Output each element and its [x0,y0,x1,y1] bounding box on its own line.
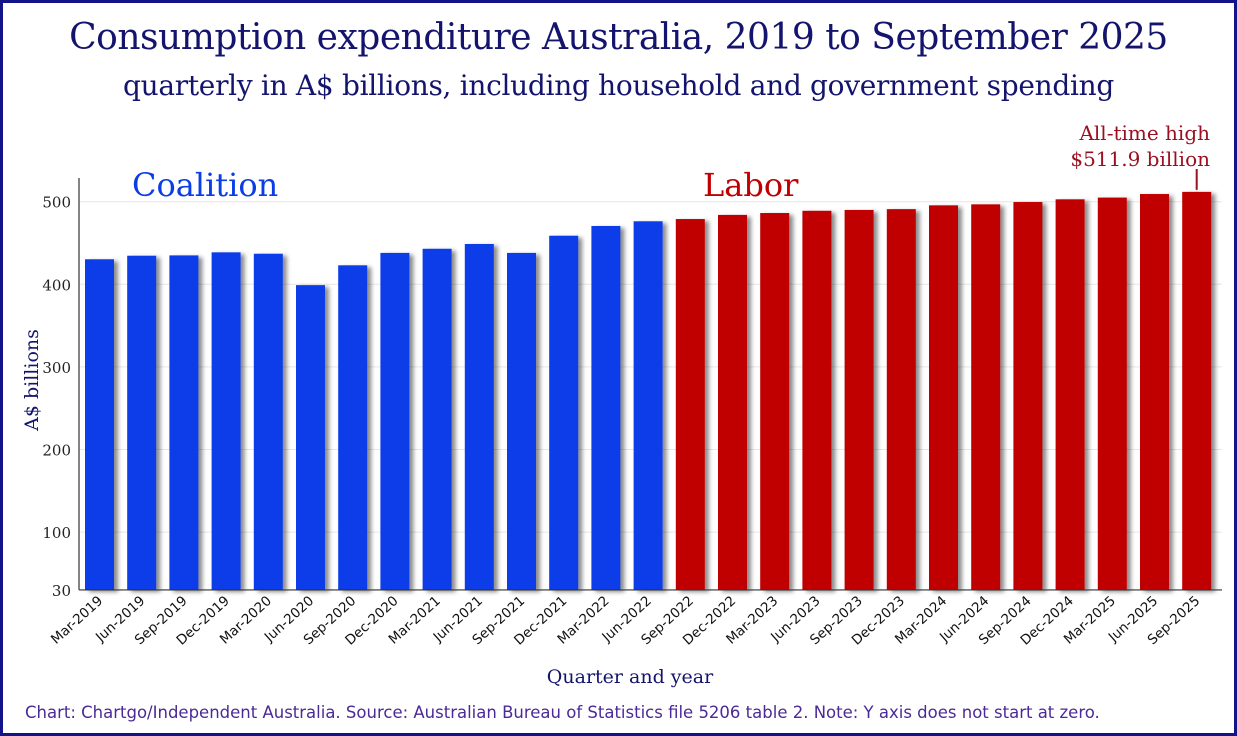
y-tick-label: 400 [42,276,71,294]
bar [464,243,494,590]
bar [1055,199,1085,590]
bar [211,252,241,590]
bar [591,225,621,590]
bar [422,248,452,590]
bar [1182,191,1212,590]
bar [886,209,916,590]
bar [127,255,157,590]
bar [338,265,368,590]
chart-footer: Chart: Chartgo/Independent Australia. So… [25,703,1100,722]
chart-title: Consumption expenditure Australia, 2019 … [69,17,1168,58]
bar [85,259,114,590]
y-tick-label: 30 [52,582,71,600]
y-axis-title: A$ billions [21,329,43,432]
annotation-text: All-time high [1078,121,1210,145]
bar [549,235,579,590]
bar [380,252,410,590]
bar [296,285,325,590]
y-tick-label: 100 [42,524,71,542]
bar [760,213,790,590]
bar [929,205,958,590]
bar [1140,194,1169,590]
chart-subtitle: quarterly in A$ billions, including hous… [123,69,1114,102]
bar [802,210,832,590]
group-label-coalition: Coalition [132,166,278,204]
annotation-text: $511.9 billion [1070,147,1210,171]
bar [253,253,283,590]
bar [633,221,663,590]
group-label-labor: Labor [703,166,799,204]
bar [675,219,705,590]
bar [844,209,874,590]
bar [169,255,199,590]
bar [1097,197,1127,590]
x-axis-title: Quarter and year [547,666,714,688]
bar [1013,202,1043,590]
bar [718,214,747,590]
y-tick-label: 200 [42,442,71,460]
y-tick-label: 500 [42,194,71,212]
y-tick-label: 300 [42,359,71,377]
bar [507,252,536,590]
bar [971,204,1001,590]
bar-chart: 30100200300400500Mar-2019Jun-2019Sep-201… [21,121,1222,688]
